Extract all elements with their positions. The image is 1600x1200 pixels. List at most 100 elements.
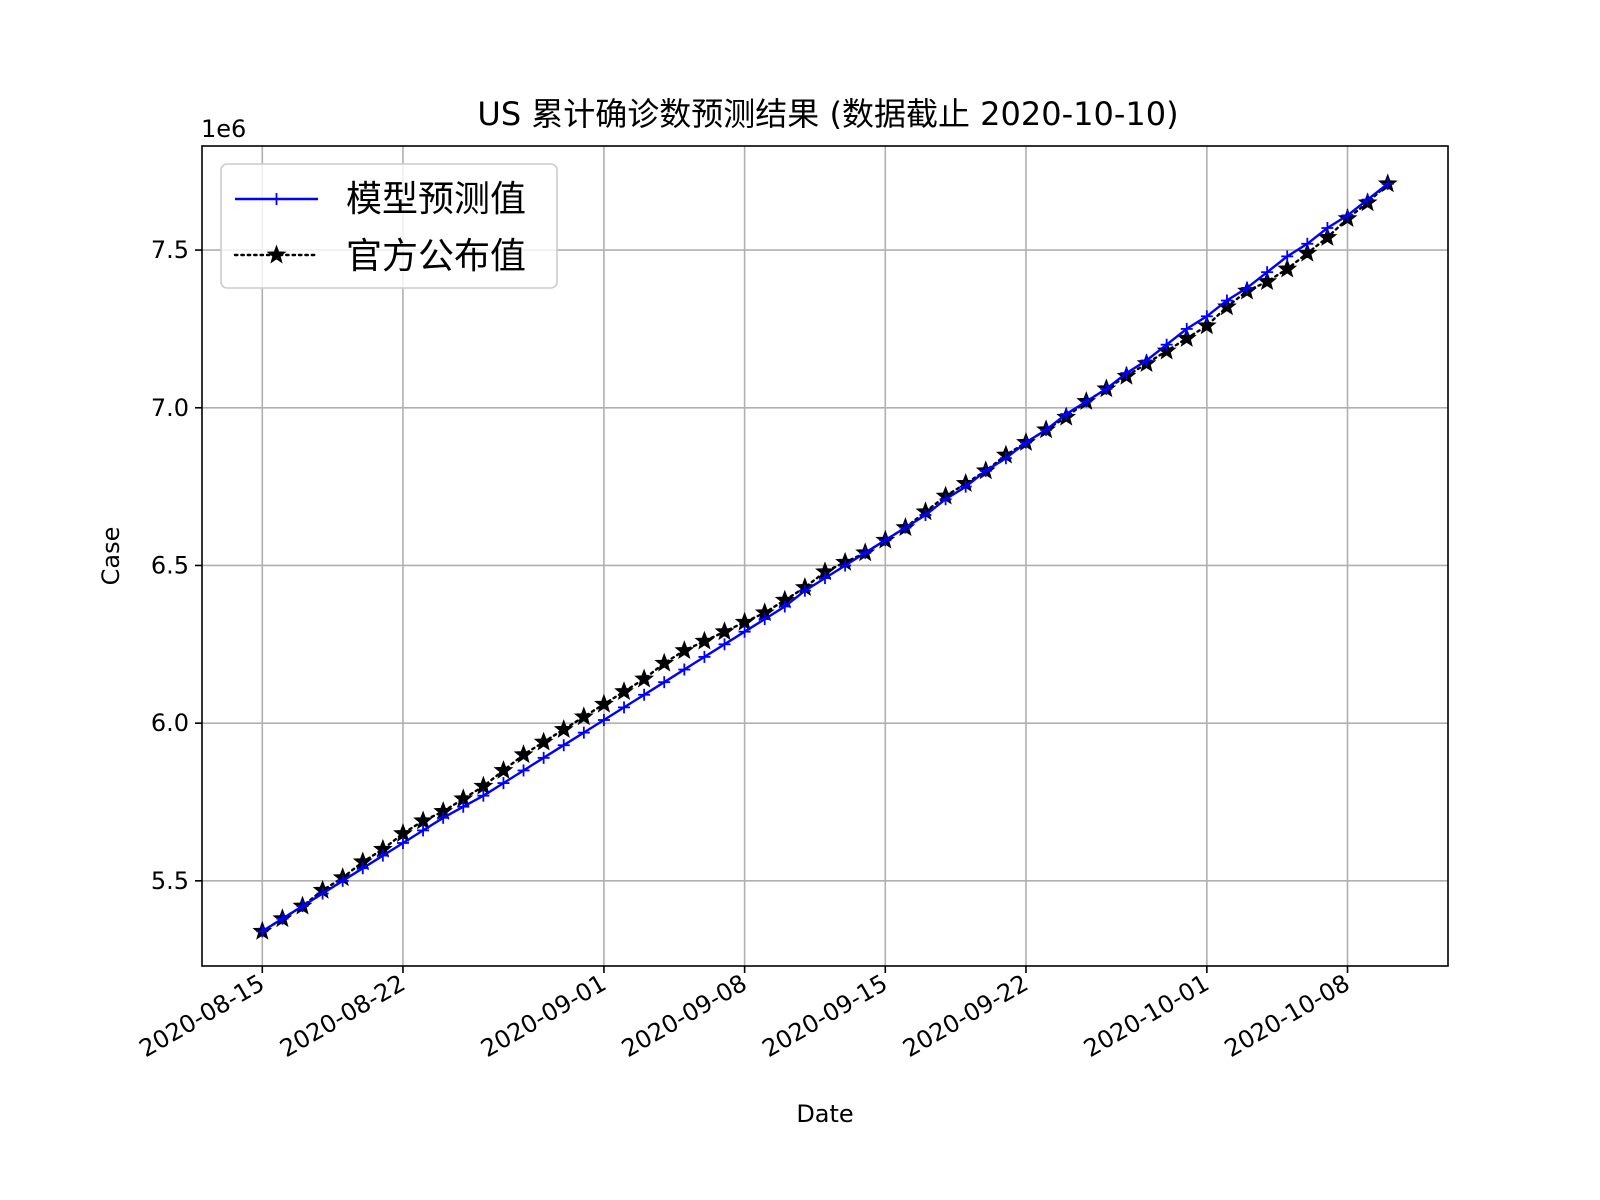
series-line-model: [261, 182, 1389, 933]
data-point-model: [1080, 395, 1093, 408]
grid-lines: [202, 146, 1448, 966]
data-point-model: [1241, 281, 1254, 294]
legend-label-official: 官方公布值: [346, 236, 526, 277]
data-point-model: [899, 521, 912, 534]
legend-label-model: 模型预测值: [346, 179, 526, 220]
legend-box: [220, 163, 558, 289]
data-point-model: [1060, 408, 1073, 421]
data-point-model: [356, 862, 369, 875]
data-point-model: [798, 584, 811, 597]
data-point-model: [497, 777, 510, 790]
data-point-official: [1297, 242, 1318, 262]
data-point-official: [614, 681, 634, 701]
data-point-model: [778, 600, 791, 613]
data-point-model: [256, 925, 269, 938]
data-point-model: [1220, 294, 1233, 307]
data-point-model: [658, 676, 671, 689]
data-point-model: [678, 663, 691, 676]
y-tick-label: 7.5: [151, 236, 189, 264]
x-tick-label: 2020-08-15: [134, 969, 269, 1063]
y-tick-label: 6.0: [151, 709, 189, 737]
data-point-model: [758, 613, 771, 626]
data-point-model: [376, 849, 389, 862]
data-point-model: [336, 874, 349, 887]
data-point-official: [674, 640, 695, 660]
x-tick-label: 2020-09-01: [476, 969, 611, 1063]
data-point-model: [919, 509, 932, 521]
data-point-model: [638, 688, 651, 701]
data-point-model: [839, 559, 852, 572]
data-point-model: [879, 534, 892, 547]
x-tick-label: 2020-09-08: [617, 969, 752, 1063]
x-tick-label: 2020-09-22: [898, 969, 1033, 1063]
data-point-model: [738, 625, 751, 638]
data-point-official: [553, 719, 574, 738]
data-point-model: [1019, 436, 1032, 449]
data-point-model: [417, 824, 430, 837]
data-point-model: [999, 452, 1012, 465]
data-point-model: [437, 811, 450, 824]
data-point-model: [1301, 237, 1314, 250]
data-point-model: [1341, 209, 1354, 222]
plot-frame: [201, 145, 1449, 967]
data-point-model: [1180, 322, 1193, 335]
data-point-official: [573, 706, 594, 726]
series-layer: [252, 173, 1398, 940]
data-point-official: [714, 621, 735, 641]
data-point-model: [819, 572, 831, 585]
x-axis-label: Date: [796, 1100, 853, 1128]
legend-sample-model: [235, 193, 318, 205]
data-point-model: [1120, 367, 1133, 380]
data-point-model: [1361, 193, 1374, 206]
data-point-model: [557, 739, 570, 752]
data-point-official: [1277, 258, 1298, 278]
data-point-model: [1321, 222, 1334, 234]
data-point-model: [276, 912, 289, 925]
data-point-model: [517, 764, 530, 777]
data-point-model: [1281, 250, 1294, 263]
data-point-model: [597, 714, 610, 726]
data-point-official: [533, 731, 554, 751]
data-point-model: [1160, 338, 1173, 351]
data-point-official: [513, 744, 534, 764]
y-tick-label: 6.5: [151, 551, 189, 579]
x-tick-label: 2020-10-08: [1220, 969, 1355, 1063]
data-point-official: [694, 630, 715, 650]
data-point-official: [594, 693, 614, 713]
data-point-model: [316, 887, 329, 900]
data-point-official: [493, 760, 514, 779]
x-tick-label: 2020-10-01: [1079, 969, 1214, 1063]
series-line-official: [261, 182, 1389, 933]
y-tick-label: 7.0: [151, 394, 189, 422]
y-axis-label: Case: [97, 527, 125, 586]
data-point-model: [296, 900, 309, 913]
data-point-official: [1196, 315, 1217, 335]
chart-title: US 累计确诊数预测结果 (数据截止 2020-10-10): [477, 95, 1178, 133]
data-point-model: [1040, 423, 1053, 436]
data-point-model: [859, 546, 872, 559]
legend-sample-official: [233, 244, 320, 264]
data-point-model: [457, 800, 470, 813]
data-point-model: [618, 701, 631, 714]
legend-marker: [270, 193, 283, 205]
data-point-model: [577, 726, 590, 739]
x-tick-label: 2020-08-22: [275, 969, 410, 1063]
data-point-model: [718, 638, 731, 651]
y-tick-label: 5.5: [151, 867, 189, 895]
data-point-model: [537, 751, 550, 764]
x-tick-label: 2020-09-15: [757, 969, 892, 1063]
data-point-model: [1100, 382, 1113, 395]
data-point-official: [654, 652, 675, 672]
data-point-model: [396, 837, 409, 849]
y-offset-label: 1e6: [201, 115, 246, 143]
data-point-official: [1176, 327, 1197, 347]
data-point-model: [1381, 177, 1394, 190]
legend-marker: [266, 244, 287, 264]
data-point-official: [634, 668, 655, 688]
data-point-model: [477, 789, 490, 802]
data-point-model: [1140, 354, 1153, 367]
data-point-model: [959, 480, 972, 493]
data-point-official: [1317, 227, 1338, 246]
data-point-model: [1200, 310, 1213, 323]
